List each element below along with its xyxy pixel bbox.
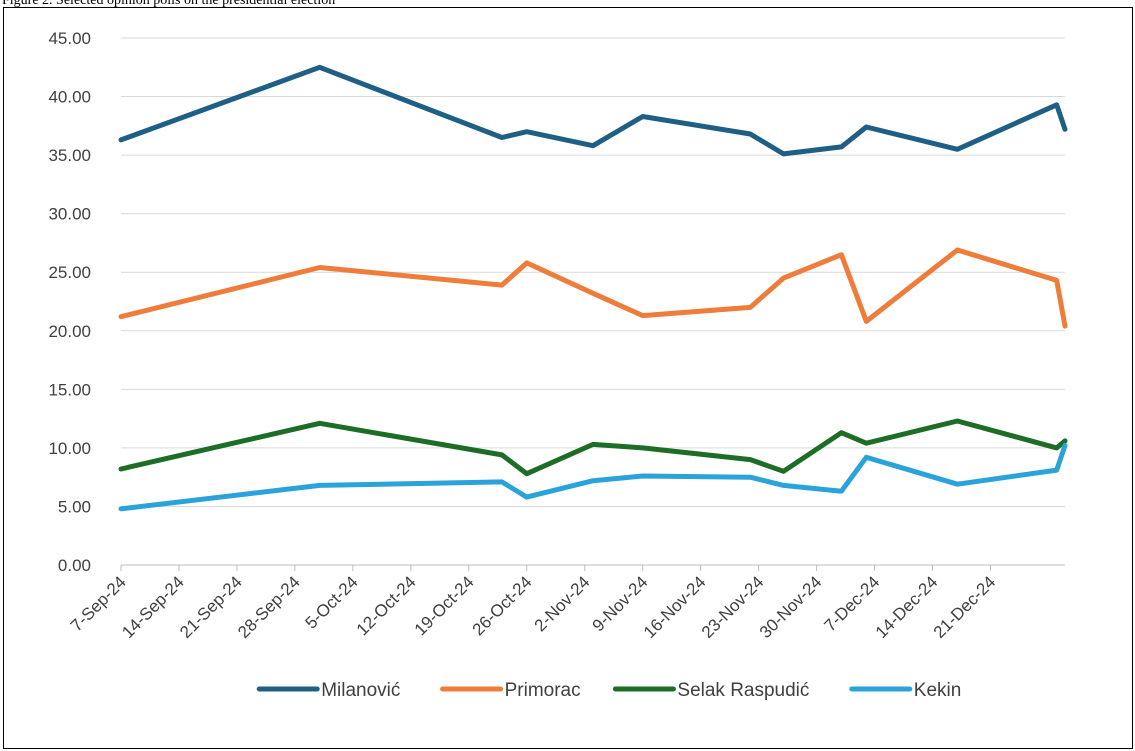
y-tick-label: 20.00 — [48, 322, 91, 341]
y-tick-label: 0.00 — [58, 556, 91, 575]
y-tick-label: 45.00 — [48, 29, 91, 48]
y-tick-label: 10.00 — [48, 439, 91, 458]
x-tick-label: 28-Sep-24 — [234, 572, 304, 642]
x-tick-label: 2-Nov-24 — [531, 572, 594, 635]
series-line-kekin — [118, 443, 1068, 512]
x-tick-label: 21-Sep-24 — [176, 572, 246, 642]
y-tick-label: 5.00 — [58, 497, 91, 516]
y-tick-label: 25.00 — [48, 263, 91, 282]
x-tick-label: 26-Oct-24 — [469, 572, 536, 639]
series-line-milanovi- — [118, 64, 1068, 157]
x-tick-label: 21-Dec-24 — [930, 572, 1000, 642]
x-tick-label: 16-Nov-24 — [640, 572, 710, 642]
legend-label: Milanović — [321, 680, 400, 701]
x-tick-label: 14-Dec-24 — [872, 572, 942, 642]
y-tick-label: 30.00 — [48, 205, 91, 224]
series-line-primorac — [118, 247, 1068, 329]
x-tick-label: 12-Oct-24 — [353, 572, 420, 639]
legend-label: Primorac — [505, 680, 581, 701]
x-tick-label: 5-Oct-24 — [301, 572, 361, 632]
y-tick-label: 15.00 — [48, 380, 91, 399]
y-tick-label: 40.00 — [48, 88, 91, 107]
y-tick-label: 35.00 — [48, 146, 91, 165]
x-tick-label: 23-Nov-24 — [698, 572, 768, 642]
x-tick-label: 19-Oct-24 — [411, 572, 478, 639]
chart-frame: 0.00 5.00 10.00 15.00 20.00 25.00 30.00 35.00 40… — [3, 7, 1133, 749]
series-line-selak-raspudi- — [118, 418, 1068, 477]
legend-label: Kekin — [914, 680, 962, 701]
figure-caption: Figure 2. Selected opinion polls on the … — [2, 0, 336, 8]
legend-label: Selak Raspudić — [677, 680, 809, 701]
x-tick-label: 14-Sep-24 — [118, 572, 188, 642]
x-tick-label: 30-Nov-24 — [756, 572, 826, 642]
line-chart: 0.00 5.00 10.00 15.00 20.00 25.00 30.00 35.00 40… — [48, 29, 1068, 701]
